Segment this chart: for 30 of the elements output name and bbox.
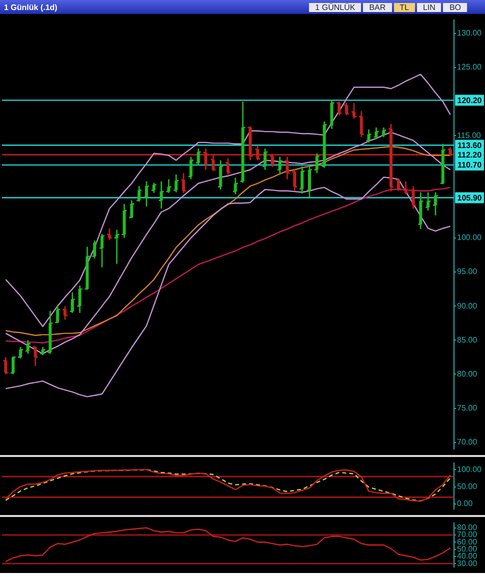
y-tick-label: 115.00 [457, 130, 482, 140]
y-tick-label: 90.00 [457, 301, 478, 310]
y-tick-label: 70.00 [457, 530, 478, 540]
y-tick-label: 80.00 [457, 523, 478, 532]
y-tick-label: 50.00 [457, 482, 478, 492]
text: TL [394, 2, 415, 12]
text: LIN [416, 2, 442, 12]
ref-line-label: 112.20 [457, 150, 482, 160]
y-tick-label: 85.00 [457, 335, 478, 344]
y-tick-label: 0.00 [457, 499, 474, 508]
text: 1 GÜNLÜK [309, 2, 362, 12]
ref-line-label: 113.60 [457, 140, 482, 150]
text: BO [443, 2, 467, 12]
y-tick-label: 125.00 [457, 62, 482, 72]
text: BAR [363, 2, 392, 12]
y-tick-label: 80.00 [457, 369, 478, 378]
y-tick-label: 100.00 [457, 233, 482, 242]
y-tick-label: 130.00 [457, 28, 482, 38]
y-tick-label: 100.00 [457, 464, 482, 474]
chart-title: 1 Günlük (.1d) [4, 2, 58, 12]
y-tick-label: 40.00 [457, 552, 478, 561]
y-tick-label: 50.00 [457, 544, 478, 554]
ref-line-label: 120.20 [457, 96, 482, 105]
y-tick-label: 75.00 [457, 404, 478, 413]
y-tick-label: 60.00 [457, 537, 478, 546]
y-tick-label: 70.00 [457, 438, 478, 447]
ref-line-label: 110.70 [457, 160, 482, 170]
y-tick-label: 95.00 [457, 267, 478, 276]
ref-line-label: 105.90 [457, 193, 482, 202]
y-tick-label: 30.00 [457, 558, 478, 568]
